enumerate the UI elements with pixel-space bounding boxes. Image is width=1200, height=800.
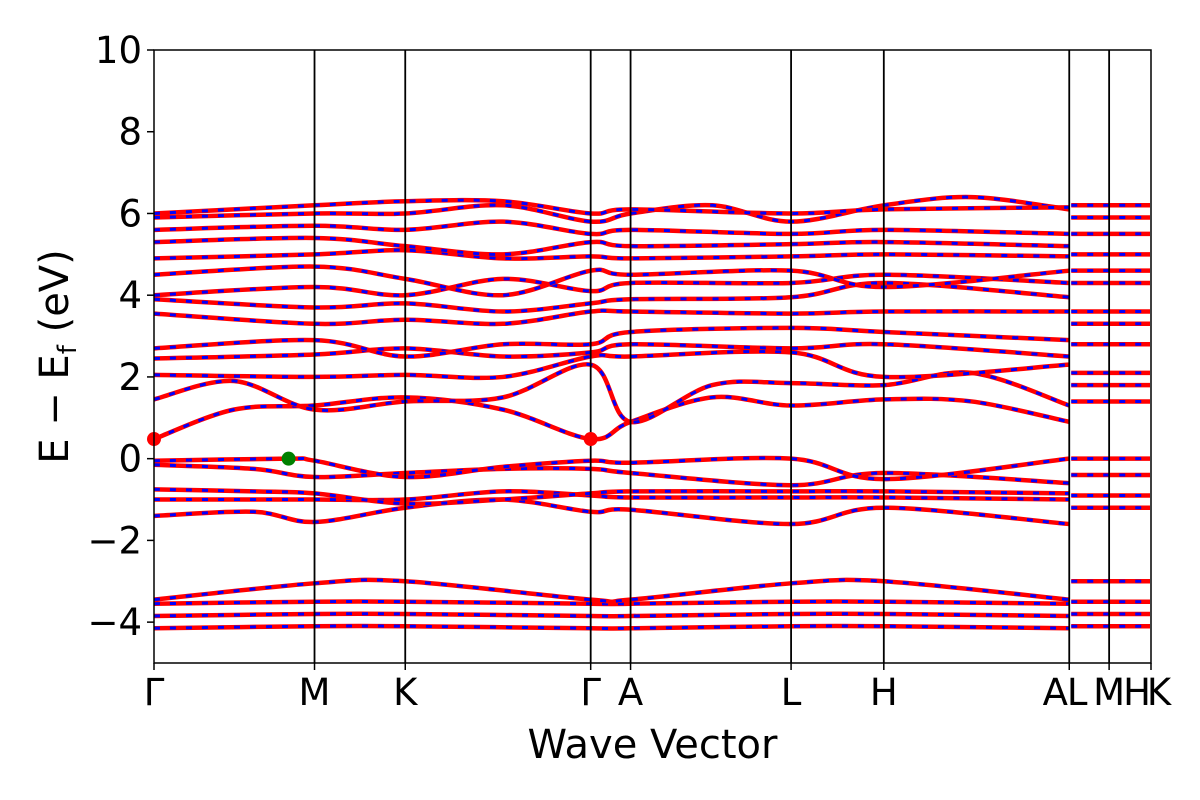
- band-line-overlay-7: [154, 463, 1070, 487]
- band-line-14: [154, 308, 1070, 327]
- band-line-18: [154, 247, 1070, 261]
- band-line-overlay-11: [154, 349, 1070, 380]
- y-tick-label-4: 4: [118, 274, 142, 317]
- band-line-overlay-9: [154, 395, 1070, 441]
- x-tick-label: K: [1147, 671, 1173, 714]
- band-line-overlay-16: [154, 273, 1070, 297]
- y-tick-label-2: 0: [118, 438, 142, 481]
- band-line-10: [154, 362, 1070, 425]
- band-line-8: [154, 455, 1070, 482]
- x-tick-label: Γ: [580, 671, 601, 714]
- y-tick-label-6: 8: [118, 111, 142, 154]
- x-tick-label: A: [1043, 671, 1068, 714]
- y-tick-label-5: 6: [118, 192, 142, 235]
- x-tick-label: Γ: [144, 671, 165, 714]
- band-line-1: [154, 611, 1070, 619]
- band-line-3: [154, 577, 1070, 605]
- band-line-19: [154, 235, 1070, 257]
- x-tick-label: K: [393, 671, 419, 714]
- band-line-overlay-20: [154, 220, 1070, 236]
- band-line-overlay-18: [154, 248, 1070, 261]
- band-line-0: [154, 623, 1070, 631]
- band-line-overlay-10: [154, 362, 1070, 424]
- band-line-20: [154, 219, 1070, 237]
- band-line-13: [154, 325, 1070, 359]
- band-line-22: [154, 197, 1070, 216]
- band-line-overlay-4: [154, 497, 1070, 526]
- band-line-overlay-12: [154, 342, 1070, 361]
- band-line-overlay-14: [154, 309, 1070, 326]
- band-line-17: [154, 264, 1070, 298]
- kpoint-lines: [313, 50, 1111, 663]
- plot-frame: [153, 49, 1152, 664]
- band-line-6: [154, 487, 1070, 507]
- vbm-marker: [281, 451, 296, 466]
- band-line-4: [154, 497, 1070, 527]
- x-tick-label: H: [1123, 671, 1151, 714]
- y-tick-label-3: 2: [118, 356, 142, 399]
- x-tick-label: M: [1093, 671, 1125, 714]
- band-line-overlay-22: [154, 198, 1070, 216]
- x-tick-label: L: [781, 671, 802, 714]
- y-axis: −4 −2 0 2 4 6 8 10: [87, 29, 154, 644]
- x-axis: Γ HKM K Γ A L H A L M: [144, 663, 1173, 714]
- band-line-overlay-15: [154, 281, 1070, 314]
- x-tick-label: M: [299, 671, 331, 714]
- cbm-marker-1: [583, 432, 598, 447]
- x-tick-label: H: [870, 671, 898, 714]
- y-tick-label-1: −2: [87, 519, 142, 562]
- band-lines: [154, 194, 1150, 631]
- band-line-overlay-19: [154, 236, 1070, 256]
- band-line-overlay-13: [154, 326, 1070, 359]
- x-tick-label: A: [618, 671, 643, 714]
- y-tick-label-0: −4: [87, 601, 142, 644]
- x-axis-title: Wave Vector: [528, 722, 779, 768]
- band-line-overlay-17: [154, 265, 1070, 297]
- y-tick-label-7: 10: [95, 29, 142, 72]
- y-axis-title: E − Ef (eV): [32, 249, 83, 464]
- x-tick-label: L: [1067, 671, 1088, 714]
